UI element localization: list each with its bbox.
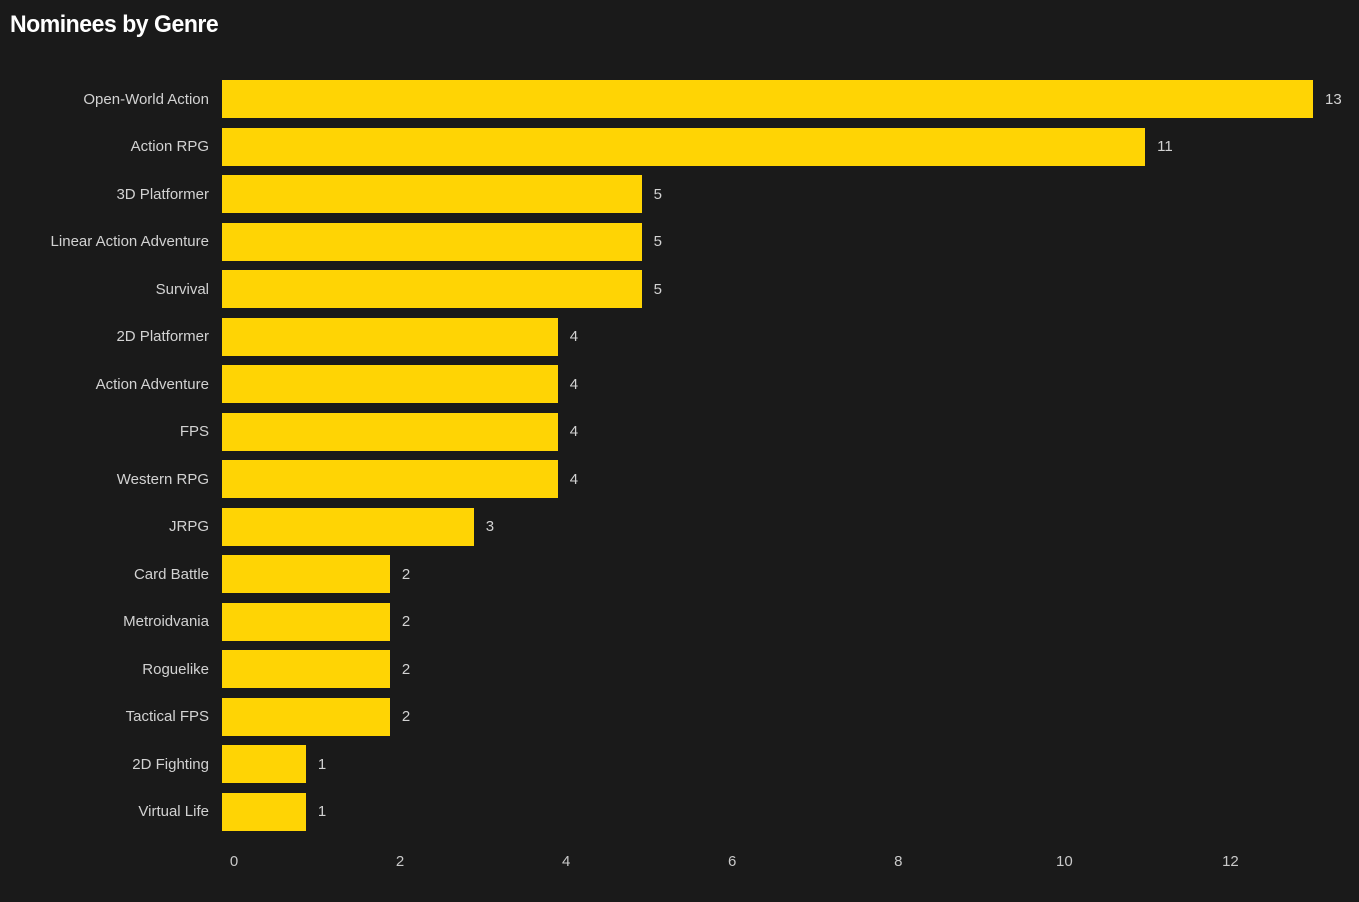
x-axis-tick: 4 — [561, 853, 571, 870]
category-label: Virtual Life — [138, 803, 209, 821]
category-label: Roguelike — [142, 660, 209, 678]
bar-row: Metroidvania 2 — [0, 598, 1359, 646]
bar[interactable] — [222, 127, 1146, 166]
bar-track: 13 — [222, 80, 1355, 119]
bar-row: Virtual Life 1 — [0, 788, 1359, 836]
category-label: Open-World Action — [83, 90, 209, 108]
bar-row: Action RPG 11 — [0, 123, 1359, 171]
bar-track: 2 — [222, 650, 1355, 689]
category-label: 2D Platformer — [116, 328, 209, 346]
bar-track: 2 — [222, 697, 1355, 736]
bar-track: 4 — [222, 317, 1355, 356]
bar[interactable] — [222, 602, 390, 641]
bar-row: 2D Platformer 4 — [0, 313, 1359, 361]
x-axis-tick: 0 — [229, 853, 239, 870]
bar-track: 5 — [222, 175, 1355, 214]
bar-row: JRPG 3 — [0, 503, 1359, 551]
bar[interactable] — [222, 460, 558, 499]
category-label: 3D Platformer — [116, 185, 209, 203]
bar[interactable] — [222, 270, 642, 309]
bar-track: 5 — [222, 222, 1355, 261]
bar-track: 5 — [222, 270, 1355, 309]
bar-track: 11 — [222, 127, 1355, 166]
category-label: JRPG — [168, 518, 209, 536]
value-label: 4 — [569, 423, 579, 441]
bar[interactable] — [222, 650, 390, 689]
value-label: 5 — [653, 280, 662, 298]
category-label: Action RPG — [130, 138, 209, 156]
value-label: 11 — [1157, 138, 1173, 156]
bar-track: 3 — [222, 507, 1355, 546]
category-label: Western RPG — [116, 470, 209, 488]
value-label: 2 — [401, 613, 411, 631]
bar[interactable] — [222, 507, 474, 546]
bar[interactable] — [222, 412, 558, 451]
bar-row: Card Battle 2 — [0, 551, 1359, 599]
value-label: 4 — [569, 470, 579, 488]
bar[interactable] — [222, 222, 642, 261]
bar-row: Western RPG 4 — [0, 456, 1359, 504]
category-label: 2D Fighting — [132, 755, 209, 773]
x-axis-tick: 12 — [1222, 853, 1239, 870]
bar-row: 3D Platformer 5 — [0, 171, 1359, 219]
value-label: 2 — [401, 660, 411, 678]
x-axis: 0 2 4 6 8 10 12 — [230, 853, 1355, 877]
bar-track: 2 — [222, 602, 1355, 641]
x-axis-tick: 10 — [1056, 853, 1073, 870]
value-label: 4 — [569, 328, 579, 346]
bar[interactable] — [222, 317, 558, 356]
category-label: FPS — [179, 423, 209, 441]
value-label: 5 — [653, 233, 662, 251]
value-label: 13 — [1325, 90, 1342, 108]
chart-title: Nominees by Genre — [10, 11, 219, 38]
bar-track: 2 — [222, 555, 1355, 594]
value-label: 2 — [401, 565, 411, 583]
value-label: 1 — [317, 803, 327, 821]
category-label: Metroidvania — [123, 613, 209, 631]
value-label: 1 — [317, 755, 327, 773]
bar[interactable] — [222, 555, 390, 594]
bar-row: Survival 5 — [0, 266, 1359, 314]
bar-row: 2D Fighting 1 — [0, 741, 1359, 789]
bar[interactable] — [222, 745, 306, 784]
bar-row: Tactical FPS 2 — [0, 693, 1359, 741]
category-label: Survival — [155, 280, 209, 298]
bar-track: 4 — [222, 365, 1355, 404]
bar-row: Roguelike 2 — [0, 646, 1359, 694]
category-label: Tactical FPS — [125, 708, 209, 726]
value-label: 2 — [401, 708, 411, 726]
bar-row: FPS 4 — [0, 408, 1359, 456]
bar[interactable] — [222, 365, 558, 404]
bar[interactable] — [222, 80, 1314, 119]
bar-row: Open-World Action 13 — [0, 76, 1359, 124]
bar-chart-plot-area: Open-World Action 13 Action RPG 11 3D Platfo… — [0, 76, 1359, 836]
bar-row: Action Adventure 4 — [0, 361, 1359, 409]
bar[interactable] — [222, 792, 306, 831]
bar[interactable] — [222, 697, 390, 736]
bar-track: 4 — [222, 460, 1355, 499]
value-label: 5 — [653, 185, 662, 203]
bar-track: 1 — [222, 745, 1355, 784]
x-axis-tick: 6 — [728, 853, 737, 870]
bar[interactable] — [222, 175, 642, 214]
x-axis-tick: 8 — [894, 853, 903, 870]
bar-row: Linear Action Adventure 5 — [0, 218, 1359, 266]
category-label: Linear Action Adventure — [50, 233, 209, 251]
value-label: 3 — [485, 518, 495, 536]
value-label: 4 — [569, 375, 579, 393]
bar-track: 1 — [222, 792, 1355, 831]
category-label: Action Adventure — [95, 375, 209, 393]
category-label: Card Battle — [133, 565, 209, 583]
bar-track: 4 — [222, 412, 1355, 451]
x-axis-tick: 2 — [395, 853, 405, 870]
